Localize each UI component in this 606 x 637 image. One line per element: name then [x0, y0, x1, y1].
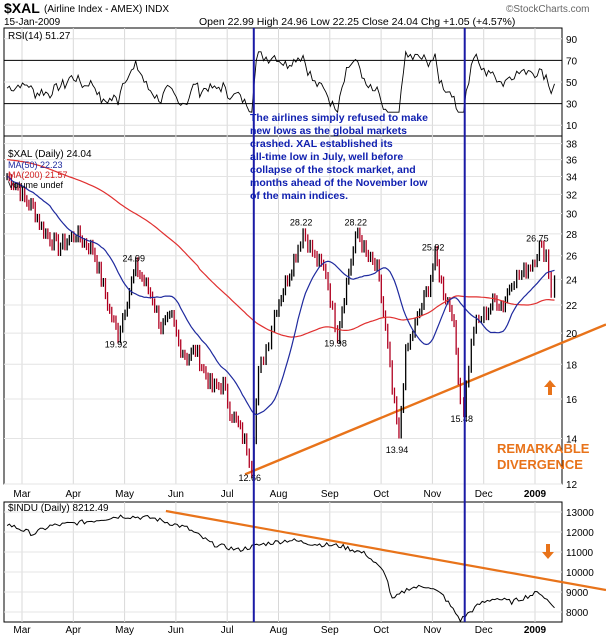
indu-tick-label: 9000 [566, 588, 589, 599]
ma50-line [6, 176, 555, 416]
price-tick-label: 34 [566, 173, 578, 184]
price-tick-label: 38 [566, 140, 578, 151]
remarkable-text: REMARKABLE [497, 441, 590, 456]
indu-tick-label: 13000 [566, 508, 594, 519]
indu-line [6, 514, 555, 623]
month-label: 2009 [524, 489, 547, 500]
indu-legend: $INDU (Daily) 8212.49 [8, 503, 109, 514]
price-tick-label: 14 [566, 434, 578, 445]
month-label: Jun [168, 625, 184, 636]
month-label: Oct [373, 625, 389, 636]
indu-layer [6, 509, 606, 623]
month-label: Jul [221, 489, 234, 500]
month-label: Jul [221, 625, 234, 636]
month-label: Apr [66, 625, 82, 636]
annotation-text: The airlines simply refused to make new … [250, 112, 431, 202]
price-tick-label: 18 [566, 360, 578, 371]
price-point-label: 24.99 [122, 253, 145, 263]
price-point-label: 25.92 [422, 243, 445, 253]
price-point-label: 19.98 [324, 338, 347, 348]
price-point-label: 12.66 [239, 473, 262, 483]
support-trendline [244, 323, 606, 476]
quote-text: Open 22.99 High 24.96 Low 22.25 Close 24… [199, 16, 515, 28]
price-point-label: 28.22 [344, 218, 367, 228]
month-label: Nov [424, 489, 442, 500]
price-tick-label: 22 [566, 301, 578, 312]
rsi-tick-label: 30 [566, 100, 578, 111]
price-point-label: 26.75 [526, 233, 549, 243]
annotation-line: The airlines simply refused to make [250, 112, 428, 124]
indu-panel [3, 501, 563, 623]
rsi-layer [6, 50, 555, 114]
price-layer: 19.92 24.99 12.66 28.22 19.98 28.22 13.94 25.92… [6, 159, 606, 483]
price-tick-label: 32 [566, 190, 578, 201]
month-label: 2009 [524, 625, 547, 636]
indu-tick-label: 12000 [566, 528, 594, 539]
annotation-line: new lows as the global markets [250, 125, 407, 137]
price-legend: $XAL (Daily) 24.04 MA(50) 22.23 MA(200) … [8, 149, 92, 190]
price-point-label: 28.22 [290, 218, 313, 228]
grid-lines [4, 28, 562, 622]
date-text: 15-Jan-2009 [4, 17, 61, 28]
month-label: May [115, 489, 134, 500]
price-point-label: 13.94 [386, 445, 409, 455]
annotation-line: all-time low in July, well before [250, 151, 403, 163]
month-label: Sep [321, 489, 339, 500]
month-label: Dec [475, 625, 493, 636]
annotation-line: of the main indices. [250, 190, 348, 202]
price-tick-label: 12 [566, 480, 578, 491]
rsi-tick-label: 50 [566, 78, 578, 89]
month-label: Aug [270, 489, 288, 500]
month-label: Dec [475, 489, 493, 500]
annotation-line: months ahead of the November low [250, 177, 428, 189]
annotation-line: crashed. XAL established its [250, 138, 393, 150]
price-tick-label: 28 [566, 230, 578, 241]
symbol-text: $XAL [4, 0, 40, 16]
resistance-trendline [165, 509, 606, 592]
legend-ma200: MA(200) 21.57 [8, 170, 68, 180]
price-point-label: 15.48 [450, 414, 473, 424]
rsi-legend: RSI(14) 51.27 [8, 31, 71, 42]
rsi-line [6, 50, 555, 114]
legend-volume: Volume undef [8, 180, 64, 190]
axis-labels: Mar Mar Apr Apr May May Jun Jun Jul Jul Aug Aug Sep S… [13, 35, 594, 636]
month-label: Oct [373, 489, 389, 500]
rsi-tick-label: 70 [566, 56, 578, 67]
rsi-tick-label: 90 [566, 35, 578, 46]
legend-ma50: MA(50) 22.23 [8, 160, 63, 170]
month-label: Sep [321, 625, 339, 636]
index-name-text: (Airline Index - AMEX) INDX [44, 4, 169, 15]
price-tick-label: 26 [566, 252, 578, 263]
month-label: Mar [13, 625, 31, 636]
up-arrow-icon [544, 380, 556, 395]
month-label: Mar [13, 489, 31, 500]
price-tick-label: 24 [566, 275, 578, 286]
price-tick-label: 20 [566, 329, 578, 340]
divergence-text: DIVERGENCE [497, 457, 583, 472]
price-tick-label: 30 [566, 209, 578, 220]
month-label: Jun [168, 489, 184, 500]
month-label: Apr [66, 489, 82, 500]
price-point-label: 19.92 [105, 339, 128, 349]
ma200-line [7, 159, 555, 338]
month-label: Nov [424, 625, 442, 636]
month-label: Aug [270, 625, 288, 636]
annotation-line: collapse of the stock market, and [250, 164, 416, 176]
down-arrow-icon [542, 544, 554, 559]
price-tick-label: 16 [566, 395, 578, 406]
watermark-text: ©StockCharts.com [506, 4, 590, 15]
rsi-tick-label: 10 [566, 121, 578, 132]
legend-xal: $XAL (Daily) 24.04 [8, 149, 92, 160]
month-label: May [115, 625, 134, 636]
indu-tick-label: 11000 [566, 548, 594, 559]
indu-tick-label: 10000 [566, 568, 594, 579]
indu-tick-label: 8000 [566, 608, 589, 619]
price-tick-label: 36 [566, 156, 578, 167]
